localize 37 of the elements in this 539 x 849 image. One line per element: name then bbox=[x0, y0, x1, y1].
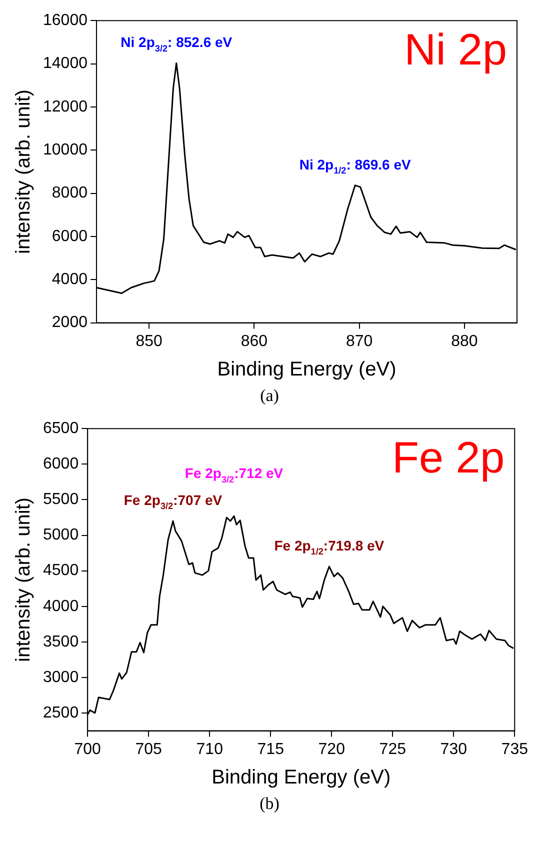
y-tick-label: 5000 bbox=[43, 526, 79, 544]
x-tick-label: 730 bbox=[440, 740, 468, 758]
y-tick-label: 4000 bbox=[43, 598, 79, 615]
y-tick-label: 12000 bbox=[42, 98, 88, 116]
x-tick-label: 860 bbox=[240, 332, 268, 350]
annotation: Ni 2p bbox=[404, 26, 507, 75]
y-tick-label: 4000 bbox=[52, 271, 88, 288]
y-tick-label: 6500 bbox=[43, 420, 79, 438]
x-tick-label: 720 bbox=[318, 740, 346, 758]
x-tick-label: 725 bbox=[379, 740, 406, 758]
x-tick-label: 870 bbox=[346, 332, 373, 350]
y-tick-label: 2500 bbox=[43, 704, 79, 722]
x-tick-label: 735 bbox=[501, 740, 528, 758]
y-tick-label: 14000 bbox=[42, 55, 88, 72]
x-tick-label: 705 bbox=[135, 740, 162, 758]
x-axis-title: Binding Energy (eV) bbox=[212, 766, 391, 789]
y-tick-label: 5500 bbox=[43, 491, 79, 508]
x-tick-label: 715 bbox=[257, 740, 284, 758]
x-tick-label: 710 bbox=[196, 740, 224, 758]
y-tick-label: 2000 bbox=[52, 314, 88, 332]
y-axis-title: intensity (arb. unit) bbox=[12, 89, 35, 254]
x-tick-label: 880 bbox=[451, 332, 478, 350]
y-tick-label: 3000 bbox=[43, 668, 79, 686]
y-tick-label: 16000 bbox=[42, 12, 88, 30]
y-tick-label: 8000 bbox=[52, 184, 88, 202]
y-tick-label: 4500 bbox=[43, 562, 79, 580]
x-axis-title: Binding Energy (eV) bbox=[217, 358, 396, 381]
annotation: Fe 2p bbox=[392, 434, 505, 483]
text: (a) bbox=[259, 386, 280, 407]
text: (b) bbox=[258, 794, 280, 815]
y-tick-label: 10000 bbox=[42, 142, 88, 159]
y-tick-label: 6000 bbox=[52, 228, 88, 245]
y-tick-label: 6000 bbox=[43, 456, 79, 473]
x-tick-label: 700 bbox=[74, 740, 102, 758]
y-tick-label: 3500 bbox=[43, 633, 79, 650]
x-tick-label: 850 bbox=[136, 332, 162, 350]
y-axis-title: intensity (arb. unit) bbox=[12, 497, 35, 662]
